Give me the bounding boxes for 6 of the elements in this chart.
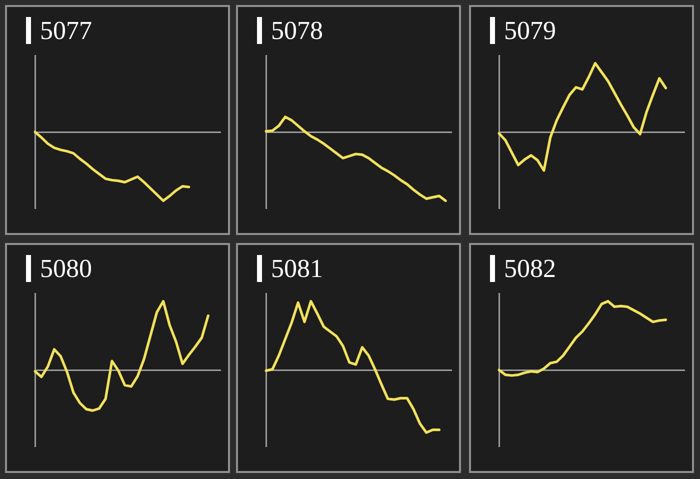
chart-title: 5078 xyxy=(271,16,323,46)
chart-title: 5080 xyxy=(40,254,92,284)
chart-title: 5081 xyxy=(271,254,323,284)
chart-title: 5077 xyxy=(40,16,92,46)
chart-title: 5079 xyxy=(504,16,556,46)
chart-title: 5082 xyxy=(504,254,556,284)
